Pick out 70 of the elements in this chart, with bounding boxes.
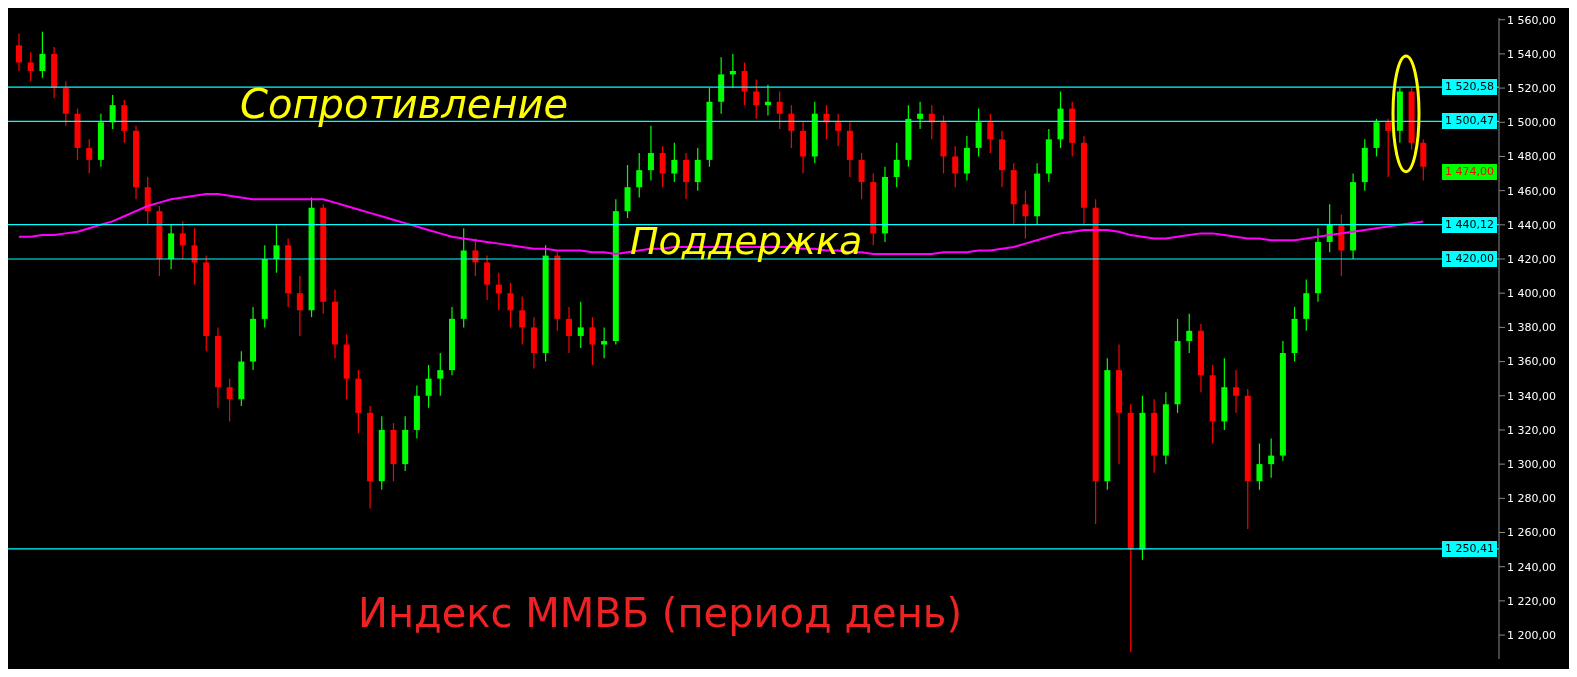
- candlestick: [694, 147, 701, 192]
- y-tick-label: 1 220,00: [1507, 594, 1556, 608]
- annotation: Сопротивление: [240, 80, 569, 130]
- candlestick: [519, 296, 526, 346]
- y-tick-label: 1 300,00: [1507, 458, 1556, 472]
- ref-line-label: 1 250,41: [1442, 540, 1497, 557]
- y-tick-label: 1 320,00: [1507, 423, 1556, 437]
- candlestick: [566, 306, 573, 354]
- candlestick: [753, 78, 760, 120]
- candlestick: [1420, 138, 1427, 181]
- candlestick: [109, 94, 116, 130]
- candlestick: [273, 224, 280, 274]
- candlestick: [1022, 190, 1029, 240]
- candlestick: [296, 275, 303, 337]
- candlestick: [788, 104, 795, 149]
- candlestick: [683, 152, 690, 200]
- y-tick-label: 1 400,00: [1507, 287, 1556, 301]
- candlestick: [952, 145, 959, 188]
- y-tick-label: 1 280,00: [1507, 492, 1556, 506]
- candlestick: [507, 282, 514, 328]
- candlestick: [636, 152, 643, 199]
- y-tick-label: 1 260,00: [1507, 526, 1556, 540]
- y-tick-label: 1 540,00: [1507, 47, 1556, 61]
- candlestick: [144, 176, 151, 226]
- candlestick: [647, 125, 654, 181]
- candlestick: [27, 51, 34, 82]
- candlestick: [987, 113, 994, 154]
- candlestick: [1256, 443, 1263, 491]
- candlestick: [39, 31, 46, 79]
- y-tick-label: 1 200,00: [1507, 628, 1556, 642]
- candlestick: [589, 316, 596, 366]
- candlestick: [16, 32, 22, 72]
- candlestick: [659, 145, 666, 188]
- candlestick: [577, 301, 584, 349]
- y-tick-label: 1 440,00: [1507, 218, 1556, 232]
- y-tick-label: 1 360,00: [1507, 355, 1556, 369]
- text: Индекс ММВБ (период день): [358, 589, 963, 638]
- candlestick: [835, 113, 842, 147]
- y-tick-label: 1 240,00: [1507, 560, 1556, 574]
- candlestick: [425, 364, 432, 409]
- candlestick: [226, 378, 233, 422]
- text: 1 474,00: [1442, 164, 1497, 180]
- candlestick: [917, 101, 924, 130]
- y-tick-label: 1 380,00: [1507, 321, 1556, 335]
- candlestick: [1233, 369, 1240, 414]
- candlestick: [1268, 437, 1275, 479]
- y-tick-label: 1 500,00: [1507, 116, 1556, 130]
- candlestick: [179, 220, 186, 260]
- ref-line-label: 1 420,00: [1442, 251, 1497, 268]
- y-tick-label: 1 480,00: [1507, 150, 1556, 164]
- candlestick: [1186, 313, 1193, 354]
- candlestick: [1385, 118, 1392, 178]
- candlestick: [893, 142, 900, 188]
- candlestick: [437, 352, 444, 397]
- candlestick: [484, 255, 491, 301]
- candlestick: [858, 152, 865, 200]
- candlestick: [741, 61, 748, 106]
- y-tick-label: 1 420,00: [1507, 252, 1556, 266]
- candlestick: [495, 272, 502, 311]
- y-tick-label: 1 560,00: [1507, 13, 1556, 27]
- candlestick: [86, 138, 93, 175]
- y-tick-label: 1 460,00: [1507, 184, 1556, 198]
- y-tick-label: 1 340,00: [1507, 389, 1556, 403]
- candlestick: [776, 90, 783, 130]
- ref-line-label: 1 500,47: [1442, 113, 1497, 130]
- y-tick-label: 1 520,00: [1507, 81, 1556, 95]
- ref-line-label: 1 440,12: [1442, 216, 1497, 233]
- candlestick: [671, 142, 678, 183]
- candlestick: [624, 164, 631, 219]
- ref-line-label: 1 520,58: [1442, 79, 1497, 96]
